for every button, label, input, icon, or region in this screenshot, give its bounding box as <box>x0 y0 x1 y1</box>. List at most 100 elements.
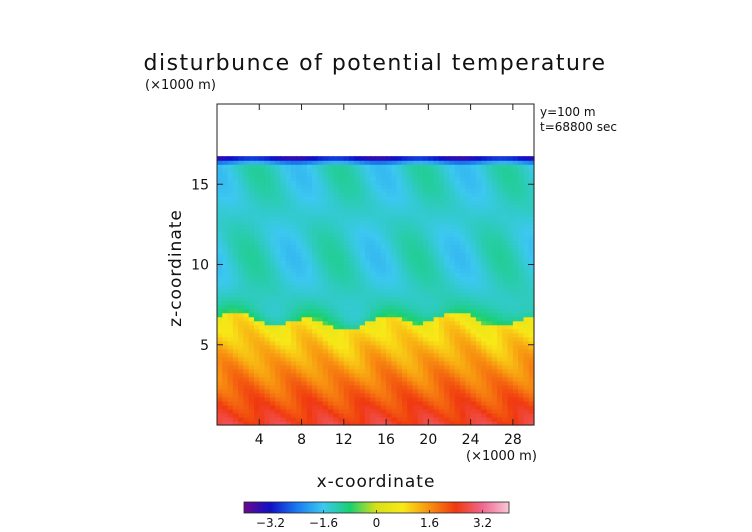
heatmap-cell <box>343 264 350 270</box>
heatmap-cell <box>354 208 361 213</box>
heatmap-cell <box>343 356 350 362</box>
heatmap-cell <box>290 164 297 169</box>
heatmap-cell <box>275 304 281 310</box>
heatmap-cell <box>306 352 313 358</box>
heatmap-cell <box>486 368 493 374</box>
heatmap-cell <box>470 204 477 209</box>
heatmap-cell <box>301 388 308 394</box>
heatmap-cell <box>359 404 366 410</box>
heatmap-cell <box>301 272 308 278</box>
heatmap-cell <box>222 248 229 254</box>
heatmap-cell <box>306 416 313 422</box>
heatmap-cell <box>312 396 318 402</box>
heatmap-cell <box>327 360 334 366</box>
x-tick-label: 4 <box>255 432 264 448</box>
heatmap-cell <box>460 296 466 302</box>
heatmap-cell <box>354 204 361 209</box>
heatmap-cell <box>243 276 250 282</box>
heatmap-cell <box>475 352 482 358</box>
heatmap-cell <box>444 324 451 330</box>
heatmap-cell <box>481 288 488 294</box>
heatmap-cell <box>407 172 414 177</box>
heatmap-cell <box>460 172 466 177</box>
heatmap-cell <box>407 180 414 185</box>
heatmap-cell <box>481 308 488 314</box>
heatmap-cell <box>301 176 308 181</box>
heatmap-cell <box>407 336 414 342</box>
heatmap-cell <box>375 416 382 422</box>
heatmap-cell <box>370 228 377 233</box>
heatmap-cell <box>312 316 318 322</box>
heatmap-cell <box>454 252 461 258</box>
heatmap-cell <box>444 340 451 346</box>
heatmap-cell <box>417 268 424 274</box>
heatmap-cell <box>386 300 392 306</box>
heatmap-cell <box>407 244 414 250</box>
heatmap-cell <box>449 348 456 354</box>
heatmap-cell <box>412 212 419 217</box>
heatmap-cell <box>491 344 498 350</box>
heatmap-cell <box>507 268 514 274</box>
heatmap-cell <box>507 256 514 262</box>
heatmap-cell <box>481 280 488 286</box>
heatmap-cell <box>465 392 472 398</box>
heatmap-cell <box>306 292 313 298</box>
heatmap-cell <box>338 236 345 242</box>
heatmap-cell <box>317 256 324 262</box>
heatmap-cell <box>465 192 472 197</box>
heatmap-cell <box>359 348 366 354</box>
heatmap-cell <box>386 160 392 165</box>
heatmap-cell <box>275 160 281 165</box>
heatmap-cell <box>359 368 366 374</box>
heatmap-cell <box>481 172 488 177</box>
heatmap-cell <box>301 232 308 238</box>
heatmap-cell <box>253 192 260 197</box>
heatmap-cell <box>285 168 292 173</box>
heatmap-cell <box>449 176 456 181</box>
heatmap-cell <box>354 244 361 250</box>
heatmap-cell <box>232 352 239 358</box>
heatmap-cell <box>407 224 414 229</box>
heatmap-cell <box>423 184 429 189</box>
heatmap-cell <box>507 284 514 290</box>
heatmap-cell <box>460 372 466 378</box>
heatmap-cell <box>359 304 366 310</box>
heatmap-cell <box>497 156 503 161</box>
heatmap-cell <box>290 232 297 238</box>
heatmap-cell <box>306 284 313 290</box>
heatmap-cell <box>417 332 424 338</box>
heatmap-cell <box>275 224 281 229</box>
heatmap-cell <box>417 364 424 370</box>
heatmap-cell <box>428 416 435 422</box>
heatmap-cell <box>407 344 414 350</box>
heatmap-cell <box>290 412 297 418</box>
heatmap-cell <box>322 388 329 394</box>
heatmap-cell <box>375 272 382 278</box>
heatmap-cell <box>391 200 398 205</box>
heatmap-cell <box>438 164 445 169</box>
heatmap-cell <box>428 356 435 362</box>
heatmap-cell <box>428 300 435 306</box>
heatmap-cell <box>401 304 408 310</box>
heatmap-cell <box>396 260 403 266</box>
heatmap-cell <box>454 388 461 394</box>
heatmap-cell <box>507 200 514 205</box>
heatmap-cell <box>401 196 408 201</box>
heatmap-cell <box>349 200 355 205</box>
heatmap-cell <box>444 224 451 229</box>
heatmap-cell <box>253 388 260 394</box>
colorbar-tick-label: 3.2 <box>473 516 492 530</box>
y-tick-label: 15 <box>191 177 209 193</box>
heatmap-cell <box>370 308 377 314</box>
heatmap-cell <box>275 172 281 177</box>
heatmap-cell <box>306 408 313 414</box>
heatmap-cell <box>317 172 324 177</box>
heatmap-cell <box>460 400 466 406</box>
heatmap-cell <box>523 396 530 402</box>
heatmap-cell <box>401 256 408 262</box>
heatmap-cell <box>290 264 297 270</box>
heatmap-cell <box>349 400 355 406</box>
heatmap-cell <box>486 324 493 330</box>
heatmap-cell <box>227 316 234 322</box>
heatmap-cell <box>222 396 229 402</box>
